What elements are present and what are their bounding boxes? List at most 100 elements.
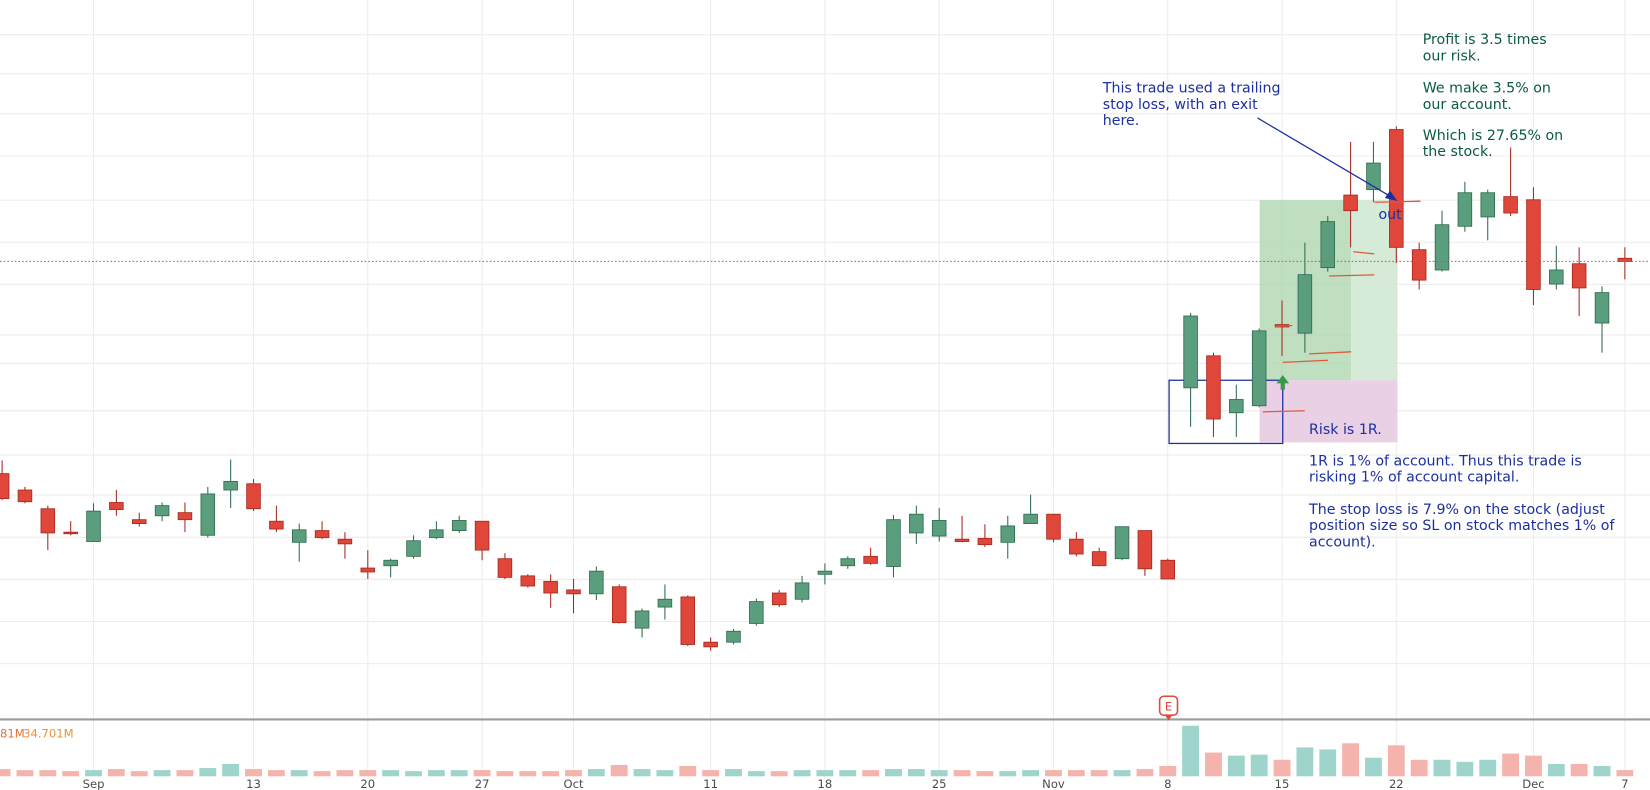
x-tick-label: Dec <box>1522 777 1544 790</box>
candles <box>0 126 1650 777</box>
candle-body <box>977 537 993 546</box>
volume-bar <box>176 770 194 777</box>
annotation-text: The stop loss is 7.9% on the stock (adju… <box>1308 502 1605 518</box>
volume-bar <box>1479 759 1497 777</box>
volume-bar <box>862 770 880 777</box>
volume-bar <box>1525 755 1542 777</box>
candle-body <box>1069 538 1084 555</box>
volume-bar <box>405 771 422 777</box>
annotation-text: the stock. <box>1423 144 1493 160</box>
candle-body <box>589 570 604 595</box>
annotation-text: This trade used a trailing <box>1102 80 1281 96</box>
candle-body <box>131 519 147 524</box>
candle-body <box>931 520 947 537</box>
volume-bar <box>1250 754 1268 777</box>
volume-bar <box>1090 770 1108 777</box>
volume-bar <box>1067 770 1085 777</box>
volume-bar <box>1273 759 1291 777</box>
volume-bar <box>290 770 308 777</box>
volume-bar <box>565 770 582 777</box>
x-tick-label: 7 <box>1621 777 1628 790</box>
volume-bar <box>473 770 491 777</box>
candle-body <box>1571 263 1587 289</box>
trailing-stops <box>1262 200 1421 413</box>
x-tick-label: 8 <box>1164 777 1171 790</box>
x-tick-label: 18 <box>818 777 833 790</box>
candle-body <box>291 529 307 543</box>
candle-body <box>1114 526 1130 560</box>
volume-bar <box>1296 747 1314 777</box>
candle-body <box>177 512 193 521</box>
volume-bar <box>519 771 537 777</box>
candle-body <box>154 505 170 517</box>
volume-bar <box>1045 770 1062 777</box>
candle-body <box>1343 194 1358 212</box>
entry-arrow <box>1276 374 1290 390</box>
volume-bar <box>953 770 971 777</box>
candle-body <box>611 586 627 624</box>
volume-bar <box>542 771 560 777</box>
volume-bar <box>39 770 57 777</box>
volume-bar <box>976 771 994 777</box>
candle-body <box>840 558 856 567</box>
candle-body <box>0 473 10 500</box>
candle-body <box>1137 530 1153 570</box>
annotation-text: position size so SL on stock matches 1% … <box>1309 518 1615 534</box>
volume-bar <box>427 770 445 777</box>
volume-bar <box>679 765 697 777</box>
x-tick-label: 20 <box>360 777 375 790</box>
candle-body <box>40 508 56 534</box>
candle-body <box>360 567 376 573</box>
candle-body <box>269 520 284 530</box>
labels: Sep 13 20 27 Oct 11 18 25 Nov 8 15 22 Dec 7 This trade… <box>0 32 1629 790</box>
candle-body <box>749 601 764 624</box>
volume-bar <box>1205 752 1222 777</box>
volume-bar <box>1113 770 1131 777</box>
x-tick-label: 25 <box>932 777 947 790</box>
candle-body <box>17 489 33 503</box>
annotation-text: account). <box>1309 534 1376 550</box>
volume-bar <box>267 770 285 777</box>
volume-bar <box>907 769 925 777</box>
candle-body <box>863 555 878 564</box>
volume-bar <box>359 770 377 777</box>
volume-bar <box>336 770 354 777</box>
candle-body <box>634 610 650 629</box>
volume-bar <box>610 764 628 777</box>
volume-bar <box>1593 765 1611 777</box>
volume-bar <box>930 770 948 777</box>
annotation-text: risking 1% of account capital. <box>1309 470 1519 486</box>
volume-bar <box>1547 763 1565 777</box>
candle-body <box>246 483 261 510</box>
candle-body <box>1046 513 1061 540</box>
candle-body <box>1320 221 1336 269</box>
volume-legend: 81M <box>0 727 25 741</box>
volume-bar <box>382 770 400 777</box>
exit-arrow <box>1257 117 1398 202</box>
candle-body <box>954 538 970 542</box>
volume-bar <box>16 770 34 777</box>
candle-body <box>1183 315 1198 389</box>
volume-bar <box>816 770 834 777</box>
candle-body <box>543 580 558 594</box>
volume-bar <box>1410 759 1428 777</box>
candle-body <box>1434 224 1450 271</box>
volume-bar <box>1616 770 1634 777</box>
x-tick-label: Oct <box>563 777 583 790</box>
volume-bar <box>1319 749 1337 777</box>
position-tool <box>1168 200 1398 445</box>
candle-body <box>1366 162 1381 191</box>
candle-body <box>1251 330 1267 407</box>
annotation-text: stop loss, with an exit <box>1103 97 1258 113</box>
candle-body <box>566 589 581 595</box>
earnings-label: E <box>1165 699 1172 713</box>
volume-bar <box>1159 765 1177 777</box>
volume-bar <box>702 770 720 777</box>
candle-body <box>703 641 718 648</box>
candle-body <box>1389 129 1404 248</box>
candle-body <box>726 630 741 643</box>
x-tick-label: 11 <box>703 777 718 790</box>
candle-body <box>223 481 238 491</box>
annotation-text: Profit is 3.5 times <box>1423 32 1547 48</box>
